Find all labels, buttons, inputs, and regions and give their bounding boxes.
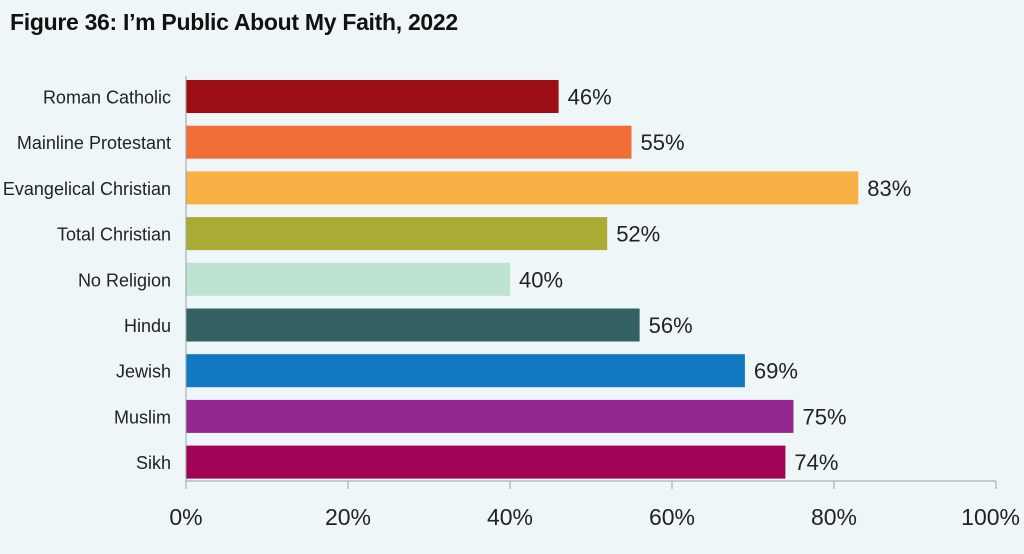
value-label: 52% [616, 222, 660, 247]
value-label: 74% [794, 450, 838, 475]
bar-0 [186, 80, 559, 113]
category-label: Total Christian [57, 225, 171, 245]
bar-5 [186, 308, 640, 342]
chart-title: Figure 36: I’m Public About My Faith, 20… [10, 9, 458, 35]
category-label: Muslim [114, 407, 171, 427]
category-label: Jewish [116, 362, 171, 382]
bar-7 [186, 399, 794, 433]
value-label: 40% [519, 267, 563, 292]
category-label: Sikh [136, 453, 171, 473]
category-label: Mainline Protestant [17, 133, 171, 153]
category-label: Hindu [124, 316, 171, 336]
bar-1 [186, 125, 632, 159]
category-label: Roman Catholic [43, 88, 171, 108]
bar-2 [186, 171, 859, 205]
x-tick-label: 0% [169, 504, 202, 530]
category-label: No Religion [78, 270, 171, 290]
x-tick-label: 20% [325, 504, 371, 530]
bar-4 [186, 262, 510, 296]
category-label: Evangelical Christian [3, 179, 171, 199]
value-label: 46% [568, 85, 612, 110]
x-tick-label: 100% [961, 504, 1020, 530]
value-label: 56% [649, 313, 693, 338]
x-tick-label: 80% [811, 504, 857, 530]
value-label: 69% [754, 359, 798, 384]
x-tick-label: 40% [487, 504, 533, 530]
bar-3 [186, 217, 608, 251]
bar-6 [186, 354, 745, 388]
value-label: 83% [867, 176, 911, 201]
bar-8 [186, 445, 786, 479]
value-label: 55% [641, 130, 685, 155]
value-label: 75% [803, 404, 847, 429]
x-tick-label: 60% [649, 504, 695, 530]
